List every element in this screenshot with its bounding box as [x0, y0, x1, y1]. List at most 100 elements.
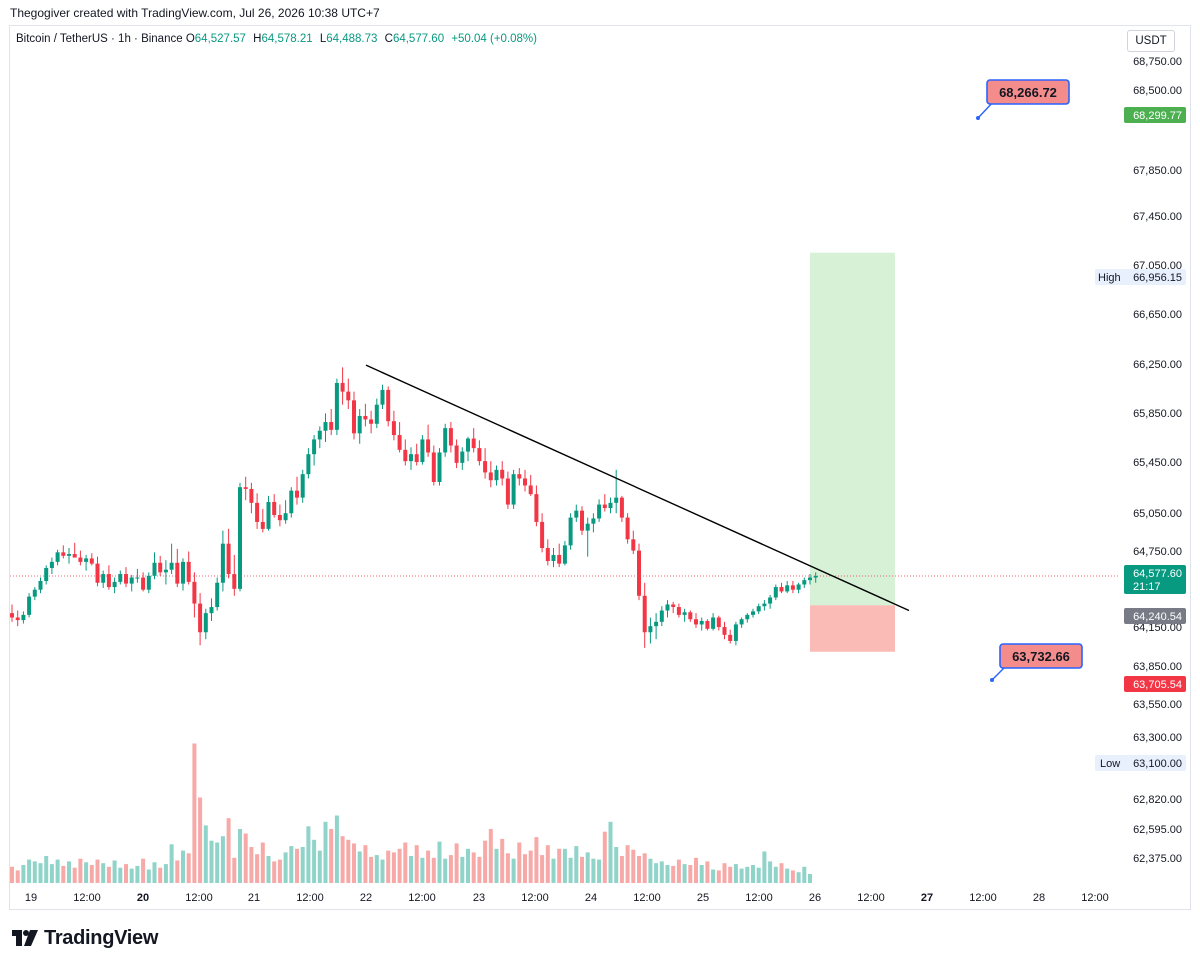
- ohlc-legend: Bitcoin / TetherUS · 1h · Binance O64,52…: [16, 33, 541, 45]
- x-tick-label: 12:00: [73, 892, 101, 904]
- axis-label-bg: [1095, 755, 1186, 771]
- volume-bar: [642, 853, 647, 883]
- candle: [551, 547, 556, 568]
- candle: [186, 551, 191, 585]
- candle: [78, 550, 83, 566]
- candle: [648, 617, 653, 644]
- candle: [409, 447, 413, 470]
- volume-bar: [426, 850, 431, 883]
- volume-bar: [688, 865, 693, 883]
- candle-body: [420, 439, 425, 463]
- candle: [340, 367, 345, 405]
- candle: [163, 560, 168, 585]
- volume-bar: [152, 862, 157, 883]
- candle: [317, 426, 322, 449]
- y-tick-label: 67,450.00: [1133, 211, 1182, 223]
- candle: [374, 398, 379, 429]
- volume-bar: [300, 847, 305, 883]
- volume-bar: [597, 859, 602, 883]
- candle: [528, 475, 533, 496]
- volume-bar: [209, 840, 214, 883]
- x-tick-label: 25: [697, 892, 709, 904]
- candle-body: [591, 518, 596, 524]
- candle: [135, 568, 140, 583]
- candle: [255, 493, 260, 529]
- volume-bar: [181, 850, 185, 883]
- candle: [608, 497, 613, 514]
- tradingview-brand[interactable]: TradingView: [12, 926, 158, 950]
- volume-bar: [106, 866, 111, 883]
- candle-body: [346, 391, 351, 401]
- candle: [562, 541, 567, 566]
- candle: [277, 504, 282, 527]
- candle: [642, 582, 647, 648]
- volume-bar: [186, 853, 191, 883]
- candle: [466, 436, 470, 462]
- symbol-label[interactable]: Bitcoin / TetherUS · 1h · Binance: [16, 33, 183, 45]
- candle-body: [61, 552, 66, 556]
- candle-body: [158, 562, 163, 573]
- candle: [659, 606, 664, 627]
- candle-body: [186, 561, 191, 582]
- low-value: 63,100.00: [1133, 758, 1182, 770]
- volume-bar: [659, 861, 664, 883]
- candle: [488, 461, 493, 488]
- callout-box: [986, 79, 1070, 105]
- candle-body: [380, 389, 385, 405]
- candle: [785, 581, 790, 594]
- candle-body: [688, 612, 693, 620]
- candle-body: [238, 487, 242, 589]
- candle: [802, 577, 807, 588]
- volume-bar: [289, 846, 294, 883]
- candle: [226, 528, 231, 579]
- currency-unit-button[interactable]: USDT: [1127, 30, 1175, 52]
- candle-body: [808, 577, 812, 581]
- entry-price-label: 64,240.54: [1124, 608, 1186, 624]
- candle: [198, 593, 203, 646]
- y-tick-label: 63,850.00: [1133, 661, 1182, 673]
- low-value: 64,488.73: [326, 33, 378, 45]
- volume-bar: [363, 845, 368, 883]
- high-value: 66,956.15: [1133, 272, 1182, 284]
- volume-bar: [317, 850, 322, 883]
- candle-body: [21, 614, 26, 621]
- volume-bar: [773, 866, 778, 883]
- axis-label-bg: [1124, 107, 1186, 123]
- candle-body: [78, 557, 83, 562]
- volume-bar: [796, 872, 801, 883]
- volume-bar: [340, 836, 345, 883]
- candle-body: [198, 603, 203, 633]
- candle-body: [739, 619, 744, 625]
- candle: [426, 424, 431, 457]
- candle-body: [460, 451, 465, 463]
- volume-bar: [409, 856, 413, 883]
- candle-body: [317, 430, 322, 440]
- candle-body: [334, 382, 339, 430]
- volume-bar: [733, 864, 738, 883]
- volume-bar: [608, 821, 613, 883]
- volume-bar: [648, 858, 653, 883]
- volume-bar: [38, 863, 43, 883]
- volume-bar: [722, 863, 727, 883]
- candle: [391, 410, 396, 441]
- candle-body: [357, 415, 362, 434]
- candle: [260, 508, 265, 533]
- candle: [55, 549, 60, 566]
- y-tick-label: 66,650.00: [1133, 309, 1182, 321]
- volume-bar: [226, 818, 231, 883]
- candle-body: [369, 419, 374, 424]
- candle-body: [220, 543, 225, 583]
- candle: [289, 487, 294, 518]
- x-tick-label: 12:00: [745, 892, 773, 904]
- volume-bar: [494, 848, 499, 883]
- volume-bar: [323, 821, 328, 883]
- candle: [545, 539, 550, 566]
- candle: [722, 621, 727, 640]
- volume-bar: [448, 855, 453, 883]
- volume-bar: [625, 845, 630, 883]
- x-tick-label: 27: [921, 892, 933, 904]
- candle-body: [779, 587, 784, 592]
- candle: [591, 513, 596, 533]
- candle-body: [790, 585, 795, 590]
